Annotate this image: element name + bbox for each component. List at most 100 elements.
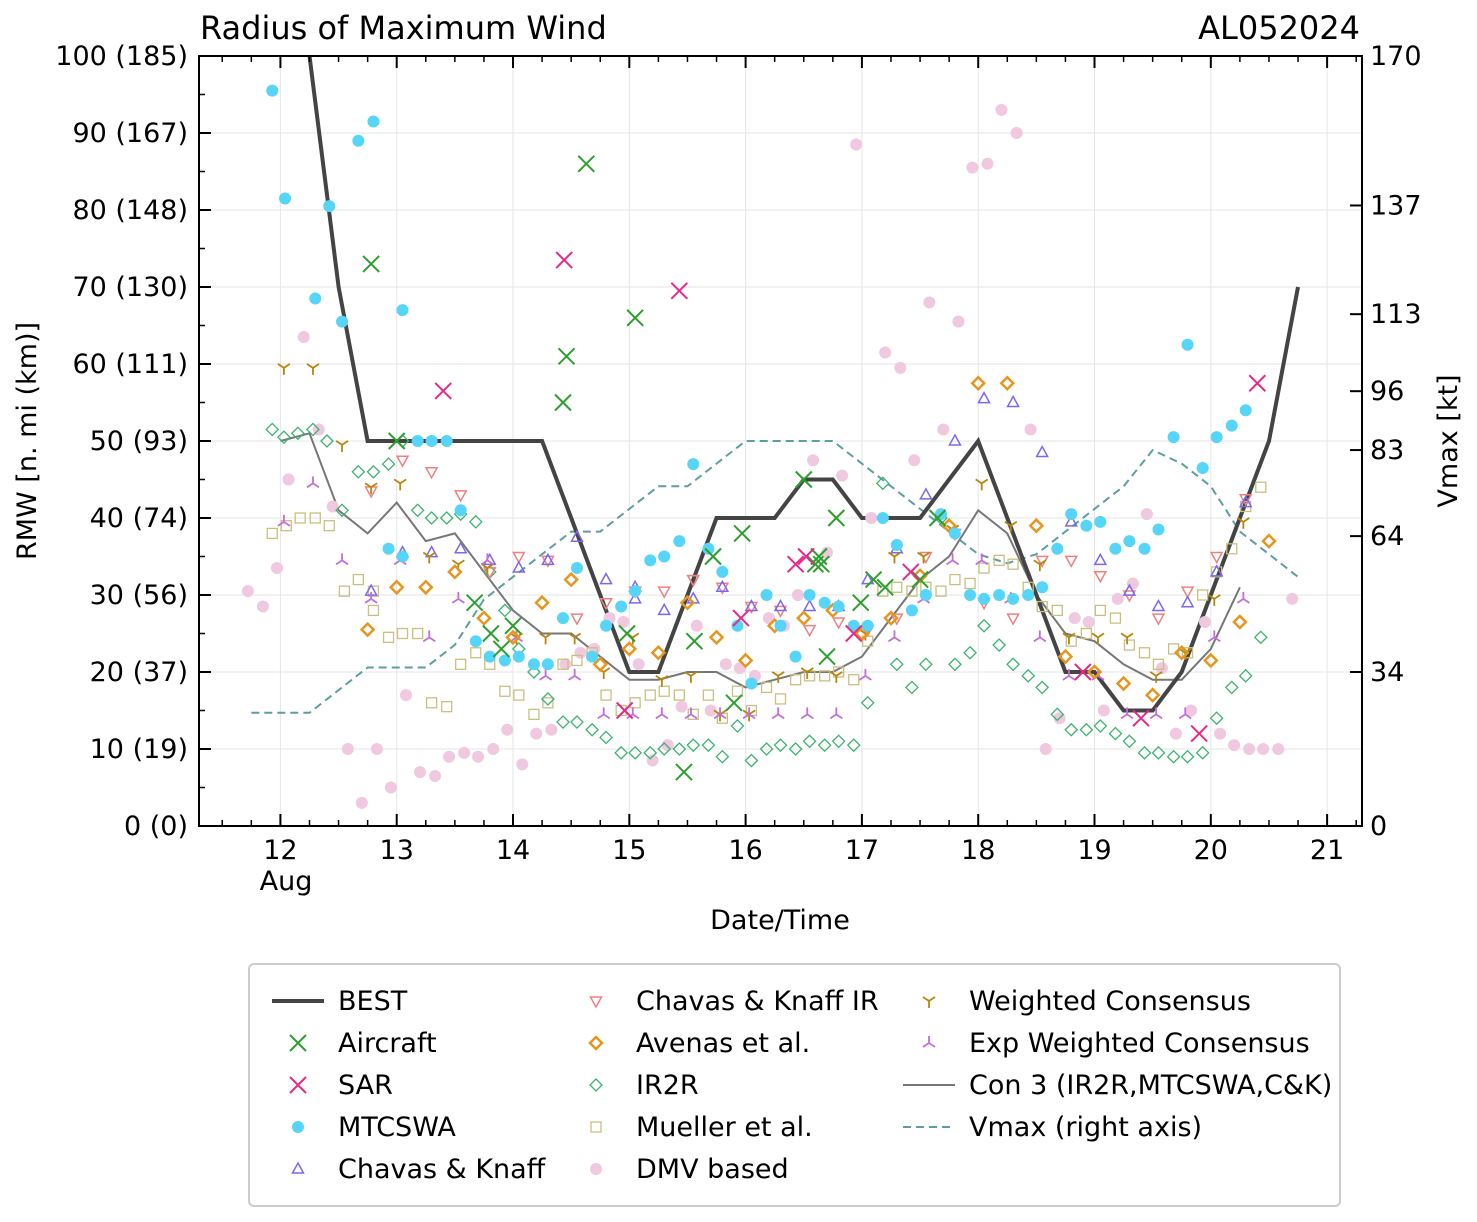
avenas-et-al-point	[1173, 644, 1190, 661]
mtcswa-point	[629, 585, 642, 598]
mueller-et-al-point	[848, 674, 860, 686]
chavas-knaff-ir-point	[1238, 494, 1253, 507]
legend-label: Vmax (right axis)	[969, 1111, 1203, 1143]
mueller-et-al-point	[1255, 481, 1267, 493]
x-tick-label: 13	[380, 835, 414, 866]
aircraft-point	[577, 155, 595, 173]
mueller-et-al-point	[513, 689, 525, 701]
weighted-consensus-point	[393, 478, 407, 491]
ir2r-point	[599, 730, 613, 745]
mtcswa-point	[396, 550, 409, 563]
mueller-et-al-point	[1226, 543, 1238, 555]
dmv-based-point	[256, 600, 269, 613]
dmv-based-point	[791, 589, 804, 601]
mtcswa-point	[847, 619, 860, 632]
aircraft-point	[557, 347, 576, 366]
chavas-knaff-point	[977, 391, 991, 404]
sar-point	[797, 547, 815, 566]
x-tick-label: 12	[263, 835, 297, 866]
exp-weighted-consensus-point	[829, 707, 843, 720]
chavas-knaff-ir-point	[512, 551, 526, 565]
y-tick-label: 40 (74)	[90, 503, 188, 534]
mueller-et-al-point	[891, 581, 903, 593]
mueller-et-al-point	[1109, 612, 1122, 624]
ir2r-point	[992, 638, 1007, 652]
legend-item-aircraft: Aircraft	[268, 1025, 437, 1061]
mueller-et-al-point	[1197, 589, 1209, 601]
ir2r-point	[628, 745, 643, 760]
dmv-based-point	[894, 361, 907, 374]
exp-weighted-consensus-point	[626, 707, 640, 720]
aircraft-point	[911, 570, 929, 589]
dmv-based-point	[836, 469, 849, 482]
x-month-label: Aug	[260, 866, 313, 897]
legend-symbol	[589, 1078, 603, 1092]
weighted-consensus-point	[742, 709, 756, 722]
exp-weighted-consensus-point	[364, 591, 378, 604]
dmv-based-point	[981, 157, 994, 170]
x-tick-label: 15	[612, 835, 646, 866]
mueller-et-al-point	[731, 685, 744, 697]
aircraft-point	[626, 309, 644, 327]
mueller-et-al-point	[833, 666, 845, 678]
legend-item-mueller-et-al: Mueller et al.	[566, 1109, 813, 1145]
ir2r-point	[290, 426, 305, 441]
avenas-et-al-point	[912, 567, 928, 584]
chavas-knaff-ir-point	[831, 617, 846, 630]
legend-symbol	[922, 996, 936, 1008]
legend-marker	[922, 1036, 936, 1048]
weighted-consensus-point	[800, 667, 814, 679]
chavas-knaff-point	[599, 572, 613, 585]
con-3-ir2r-mtcswa-c-k-line	[280, 432, 1241, 689]
legend-label: Weighted Consensus	[969, 985, 1251, 1017]
legend-marker	[922, 996, 936, 1008]
mtcswa-point	[323, 200, 336, 213]
ir2r-point	[1151, 745, 1166, 760]
exp-weighted-consensus-point	[422, 630, 436, 643]
dmv-based-point	[1140, 508, 1153, 521]
ir2r-point	[1195, 745, 1210, 760]
weighted-consensus-point	[1033, 559, 1047, 572]
ir2r-point	[846, 738, 861, 753]
dmv-based-point	[821, 546, 834, 559]
legend-symbol	[588, 1035, 604, 1051]
avenas-et-al-point	[592, 656, 609, 673]
aircraft-point	[704, 547, 722, 566]
mueller-et-al-point	[280, 520, 292, 532]
dmv-based-point	[1198, 615, 1211, 628]
chavas-knaff-ir-point	[686, 574, 701, 588]
legend-marker	[292, 1121, 304, 1133]
mtcswa-point	[527, 658, 540, 671]
ir2r-point	[306, 422, 320, 437]
ir2r-point	[643, 745, 658, 760]
chavas-knaff-ir-point	[453, 490, 468, 503]
avenas-et-al-point	[941, 517, 957, 534]
exp-weighted-consensus-point	[887, 630, 901, 643]
ir2r-point	[759, 742, 774, 756]
chavas-knaff-ir-point	[890, 613, 904, 626]
y-tick-label: 0 (0)	[124, 811, 188, 842]
y2-tick-label: 34	[1370, 657, 1404, 688]
ir2r-point	[1224, 680, 1239, 695]
legend-marker	[589, 1078, 603, 1092]
dmv-based-point	[326, 500, 339, 513]
legend-marker	[590, 1163, 602, 1175]
exp-weighted-consensus-point	[800, 707, 814, 720]
dmv-based-point	[1082, 615, 1095, 628]
legend-label: Exp Weighted Consensus	[969, 1027, 1310, 1059]
weighted-consensus-point	[887, 551, 901, 564]
legend-symbol	[289, 1034, 307, 1052]
y-tick-label: 90 (167)	[72, 118, 188, 149]
dmv-based-point	[297, 331, 310, 344]
dmv-based-point	[1257, 743, 1270, 755]
chavas-knaff-ir-point	[802, 624, 817, 638]
mtcswa-point	[760, 589, 773, 601]
dmv-based-point	[282, 473, 295, 486]
mueller-et-al-point	[338, 585, 351, 597]
ir2r-point	[1093, 718, 1108, 733]
mtcswa-point	[1138, 542, 1151, 555]
sar-point	[555, 251, 573, 269]
dmv-based-point	[719, 658, 732, 671]
mtcswa-point	[803, 589, 816, 601]
exp-weighted-consensus-point	[713, 707, 727, 720]
